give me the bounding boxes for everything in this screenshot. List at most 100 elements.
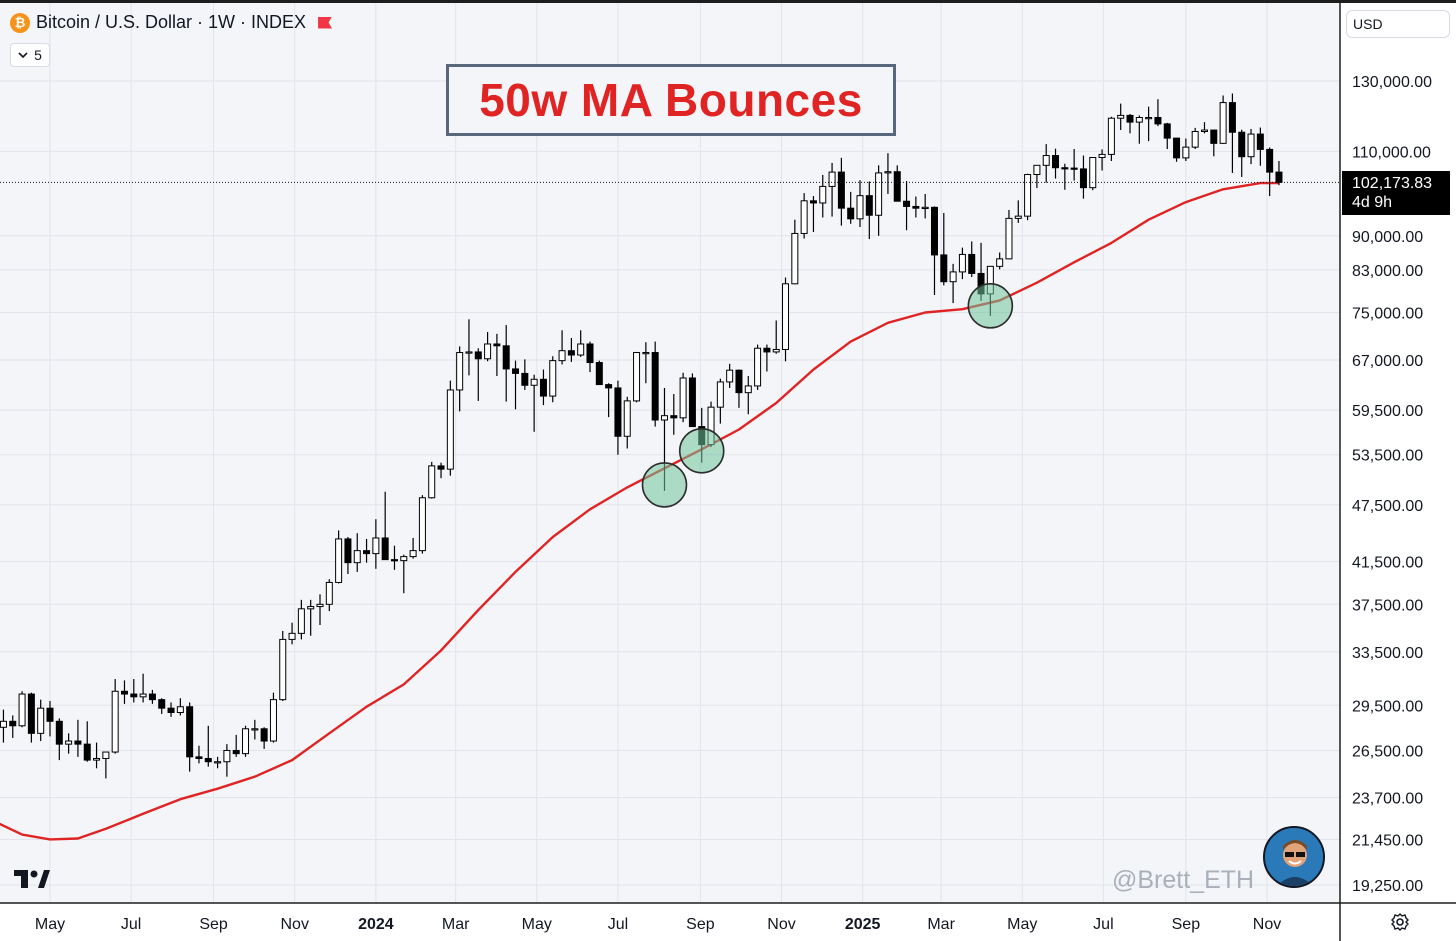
candle bbox=[502, 325, 510, 402]
candle-body bbox=[930, 206, 938, 256]
candle bbox=[344, 537, 352, 574]
last-price-tag: 102,173.83 4d 9h bbox=[1342, 171, 1450, 215]
candle bbox=[186, 702, 194, 772]
candle bbox=[1079, 155, 1087, 199]
candle bbox=[1219, 95, 1227, 144]
candle bbox=[828, 162, 836, 217]
candle-body bbox=[465, 351, 473, 354]
candle-body bbox=[1126, 114, 1134, 123]
candle-body bbox=[353, 550, 361, 564]
candle bbox=[176, 698, 184, 716]
candle bbox=[1191, 127, 1199, 150]
candle-body bbox=[390, 559, 398, 562]
candle-body bbox=[0, 720, 7, 728]
candle bbox=[269, 692, 277, 743]
candle bbox=[893, 165, 901, 202]
candle-body bbox=[363, 550, 371, 555]
candle-body bbox=[754, 347, 762, 387]
price-axis-label: 130,000.00 bbox=[1352, 74, 1432, 91]
candle-body bbox=[325, 581, 333, 605]
candle bbox=[1238, 129, 1246, 177]
candle-body bbox=[1014, 215, 1022, 219]
currency-select[interactable]: USD bbox=[1346, 10, 1450, 38]
candle bbox=[1173, 137, 1181, 162]
candle-body bbox=[614, 387, 622, 437]
candle-body bbox=[195, 756, 203, 759]
author-avatar bbox=[1263, 826, 1325, 888]
candle bbox=[651, 341, 659, 427]
candle-body bbox=[381, 537, 389, 561]
candle bbox=[204, 725, 212, 767]
candle bbox=[409, 537, 417, 559]
candle-body bbox=[130, 693, 138, 698]
candle bbox=[288, 622, 296, 645]
bounce-highlight-circle bbox=[967, 283, 1014, 329]
candle-body bbox=[735, 369, 743, 394]
candle-body bbox=[558, 350, 566, 362]
candle-body bbox=[1117, 114, 1125, 119]
plot-area[interactable] bbox=[0, 3, 1340, 903]
candle-body bbox=[493, 343, 501, 347]
candle bbox=[0, 709, 7, 743]
candle bbox=[474, 348, 482, 401]
candle-body bbox=[167, 707, 175, 714]
candle bbox=[996, 252, 1004, 270]
price-axis-label: 75,000.00 bbox=[1352, 306, 1423, 323]
price-axis-label: 26,500.00 bbox=[1352, 743, 1423, 760]
bounce-highlight-circle bbox=[678, 428, 725, 474]
candle-body bbox=[46, 707, 54, 722]
candle-body bbox=[1275, 171, 1283, 183]
candle bbox=[633, 351, 641, 403]
candle bbox=[1089, 156, 1097, 191]
symbol-legend[interactable]: ₿ Bitcoin / U.S. Dollar · 1W · INDEX bbox=[10, 12, 333, 33]
candle bbox=[1024, 173, 1032, 221]
candle bbox=[595, 360, 603, 386]
time-axis-label: May bbox=[1007, 916, 1037, 933]
settings-gear-icon[interactable] bbox=[1389, 912, 1411, 934]
candle-body bbox=[744, 385, 752, 394]
symbol-title[interactable]: Bitcoin / U.S. Dollar · 1W · INDEX bbox=[36, 12, 307, 32]
flag-icon[interactable] bbox=[318, 16, 333, 29]
candle bbox=[940, 213, 948, 286]
candle-body bbox=[642, 352, 650, 355]
candle bbox=[18, 691, 26, 728]
candle bbox=[1070, 149, 1078, 181]
candle-body bbox=[688, 377, 696, 428]
ma-50w-layer bbox=[0, 181, 1279, 841]
candle bbox=[884, 153, 892, 194]
candle bbox=[65, 733, 73, 754]
bar-countdown: 4d 9h bbox=[1352, 194, 1393, 211]
candle-body bbox=[921, 206, 929, 210]
bitcoin-icon: ₿ bbox=[10, 12, 30, 33]
candle-body bbox=[400, 556, 408, 562]
candle-body bbox=[93, 757, 101, 761]
candle-body bbox=[446, 389, 454, 470]
indicators-collapse-button[interactable]: 5 bbox=[10, 43, 50, 67]
time-axis-label: May bbox=[35, 916, 65, 933]
candle bbox=[232, 734, 240, 757]
candle-body bbox=[1256, 133, 1264, 150]
candle-body bbox=[819, 185, 827, 204]
candle bbox=[1014, 200, 1022, 223]
candle bbox=[1033, 164, 1041, 189]
candle-body bbox=[949, 271, 957, 283]
candle-body bbox=[279, 638, 287, 701]
last-price-value: 102,173.83 bbox=[1352, 175, 1433, 192]
candle-body bbox=[316, 603, 324, 608]
bounce-highlights bbox=[641, 283, 1014, 508]
tradingview-logo[interactable] bbox=[14, 868, 50, 894]
candle-body bbox=[1052, 155, 1060, 169]
candle-body bbox=[800, 200, 808, 234]
candle bbox=[1228, 93, 1236, 173]
candle bbox=[1098, 149, 1106, 171]
candle-body bbox=[1061, 167, 1069, 170]
candles-layer bbox=[0, 93, 1283, 779]
candle bbox=[949, 263, 957, 304]
candle bbox=[400, 554, 408, 594]
candle-body bbox=[1024, 174, 1032, 217]
candle bbox=[418, 495, 426, 554]
candle bbox=[1210, 129, 1218, 157]
candle-body bbox=[651, 352, 659, 421]
time-axis-label: 2025 bbox=[845, 916, 881, 933]
